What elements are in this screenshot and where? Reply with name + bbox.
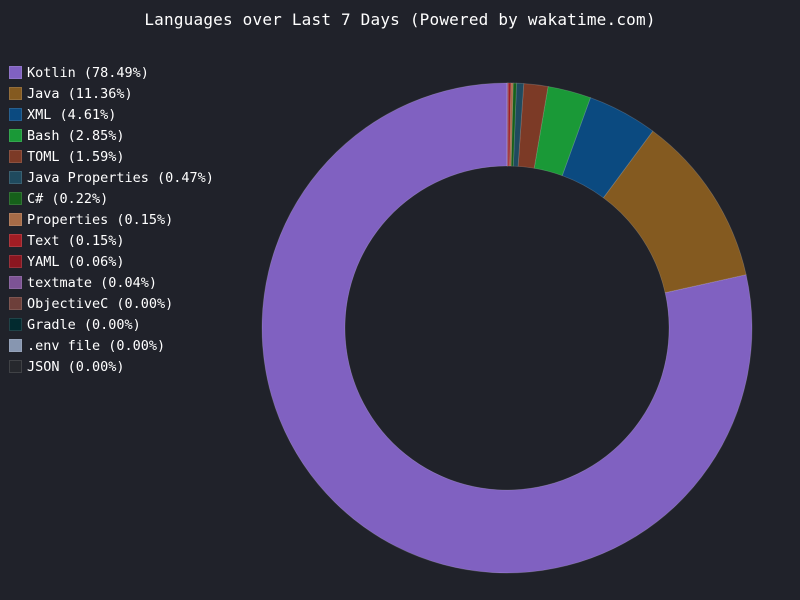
legend-label: XML (4.61%) bbox=[27, 106, 117, 123]
legend-item: Properties (0.15%) bbox=[9, 209, 214, 230]
legend-swatch bbox=[9, 150, 22, 163]
legend-item: JSON (0.00%) bbox=[9, 356, 214, 377]
legend-item: YAML (0.06%) bbox=[9, 251, 214, 272]
donut-slice bbox=[261, 82, 753, 574]
legend-item: .env file (0.00%) bbox=[9, 335, 214, 356]
donut-slice bbox=[602, 130, 747, 294]
legend-swatch bbox=[9, 192, 22, 205]
legend-label: Properties (0.15%) bbox=[27, 211, 174, 228]
legend-swatch bbox=[9, 171, 22, 184]
legend-label: textmate (0.04%) bbox=[27, 274, 158, 291]
donut-hole bbox=[345, 166, 669, 490]
legend-label: Java Properties (0.47%) bbox=[27, 169, 214, 186]
legend-label: TOML (1.59%) bbox=[27, 148, 125, 165]
legend-label: Java (11.36%) bbox=[27, 85, 133, 102]
legend-swatch bbox=[9, 87, 22, 100]
legend-swatch bbox=[9, 360, 22, 373]
legend-item: ObjectiveC (0.00%) bbox=[9, 293, 214, 314]
chart-legend: Kotlin (78.49%) Java (11.36%) XML (4.61%) B… bbox=[9, 62, 214, 377]
legend-label: Kotlin (78.49%) bbox=[27, 64, 149, 81]
legend-label: JSON (0.00%) bbox=[27, 358, 125, 375]
legend-swatch bbox=[9, 297, 22, 310]
legend-swatch bbox=[9, 318, 22, 331]
legend-item: Kotlin (78.49%) bbox=[9, 62, 214, 83]
legend-item: Gradle (0.00%) bbox=[9, 314, 214, 335]
donut-slice bbox=[512, 82, 525, 167]
legend-label: Gradle (0.00%) bbox=[27, 316, 141, 333]
legend-label: Text (0.15%) bbox=[27, 232, 125, 249]
legend-item: XML (4.61%) bbox=[9, 104, 214, 125]
donut-slice bbox=[517, 83, 549, 169]
legend-swatch bbox=[9, 339, 22, 352]
legend-swatch bbox=[9, 108, 22, 121]
legend-swatch bbox=[9, 255, 22, 268]
legend-item: Text (0.15%) bbox=[9, 230, 214, 251]
legend-item: Java Properties (0.47%) bbox=[9, 167, 214, 188]
legend-label: Bash (2.85%) bbox=[27, 127, 125, 144]
donut-slice bbox=[506, 82, 509, 167]
donut-slice bbox=[509, 82, 514, 167]
legend-swatch bbox=[9, 66, 22, 79]
donut-slice bbox=[533, 86, 591, 177]
legend-label: ObjectiveC (0.00%) bbox=[27, 295, 174, 312]
legend-item: Java (11.36%) bbox=[9, 83, 214, 104]
legend-item: textmate (0.04%) bbox=[9, 272, 214, 293]
donut-slice bbox=[507, 82, 509, 167]
legend-label: .env file (0.00%) bbox=[27, 337, 166, 354]
legend-item: TOML (1.59%) bbox=[9, 146, 214, 167]
legend-swatch bbox=[9, 129, 22, 142]
legend-swatch bbox=[9, 276, 22, 289]
legend-label: C# (0.22%) bbox=[27, 190, 109, 207]
legend-swatch bbox=[9, 234, 22, 247]
legend-item: C# (0.22%) bbox=[9, 188, 214, 209]
legend-swatch bbox=[9, 213, 22, 226]
legend-label: YAML (0.06%) bbox=[27, 253, 125, 270]
donut-slice bbox=[507, 82, 512, 167]
chart-title: Languages over Last 7 Days (Powered by w… bbox=[144, 10, 656, 29]
legend-item: Bash (2.85%) bbox=[9, 125, 214, 146]
